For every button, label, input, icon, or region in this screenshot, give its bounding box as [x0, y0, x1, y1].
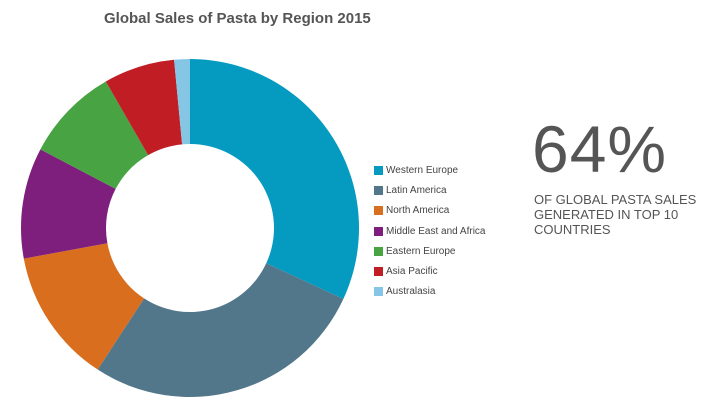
stat-caption-line: COUNTRIES — [534, 222, 611, 237]
legend-label: Australasia — [386, 286, 436, 298]
legend-item: Western Europe — [374, 160, 486, 180]
donut-slice-australasia — [174, 59, 190, 145]
legend-label: Eastern Europe — [386, 245, 456, 257]
legend-label: Asia Pacific — [386, 266, 438, 278]
donut-slice-asia-pacific — [105, 59, 183, 156]
legend-label: Western Europe — [386, 164, 459, 176]
donut-slice-middle-east-and-africa — [20, 149, 116, 259]
stat-caption-line: GENERATED IN TOP 10 — [534, 207, 679, 222]
legend-item: North America — [374, 201, 486, 221]
legend-item: Middle East and Africa — [374, 221, 486, 241]
legend-label: Latin America — [386, 184, 447, 196]
headline-stat: 64% — [532, 112, 668, 186]
legend-swatch — [374, 226, 383, 236]
donut-slice-north-america — [23, 243, 145, 370]
legend-item: Eastern Europe — [374, 241, 486, 261]
donut-slice-latin-america — [97, 263, 344, 398]
legend-item: Asia Pacific — [374, 261, 486, 281]
stat-caption: OF GLOBAL PASTA SALES GENERATED IN TOP 1… — [534, 192, 722, 237]
chart-title: Global Sales of Pasta by Region 2015 — [104, 10, 371, 27]
chart-legend: Western Europe Latin America North America… — [374, 160, 486, 302]
legend-item: Latin America — [374, 180, 486, 200]
legend-swatch — [374, 246, 383, 256]
donut-slice-western-europe — [190, 59, 359, 299]
legend-item: Australasia — [374, 282, 486, 302]
legend-swatch — [374, 185, 383, 195]
legend-label: Middle East and Africa — [386, 225, 486, 237]
legend-swatch — [374, 165, 383, 175]
legend-swatch — [374, 206, 383, 216]
legend-swatch — [374, 287, 383, 297]
legend-swatch — [374, 267, 383, 277]
legend-label: North America — [386, 205, 450, 217]
donut-slice-eastern-europe — [40, 81, 149, 189]
donut-chart — [20, 59, 359, 398]
stat-caption-line: OF GLOBAL PASTA SALES — [534, 192, 697, 207]
